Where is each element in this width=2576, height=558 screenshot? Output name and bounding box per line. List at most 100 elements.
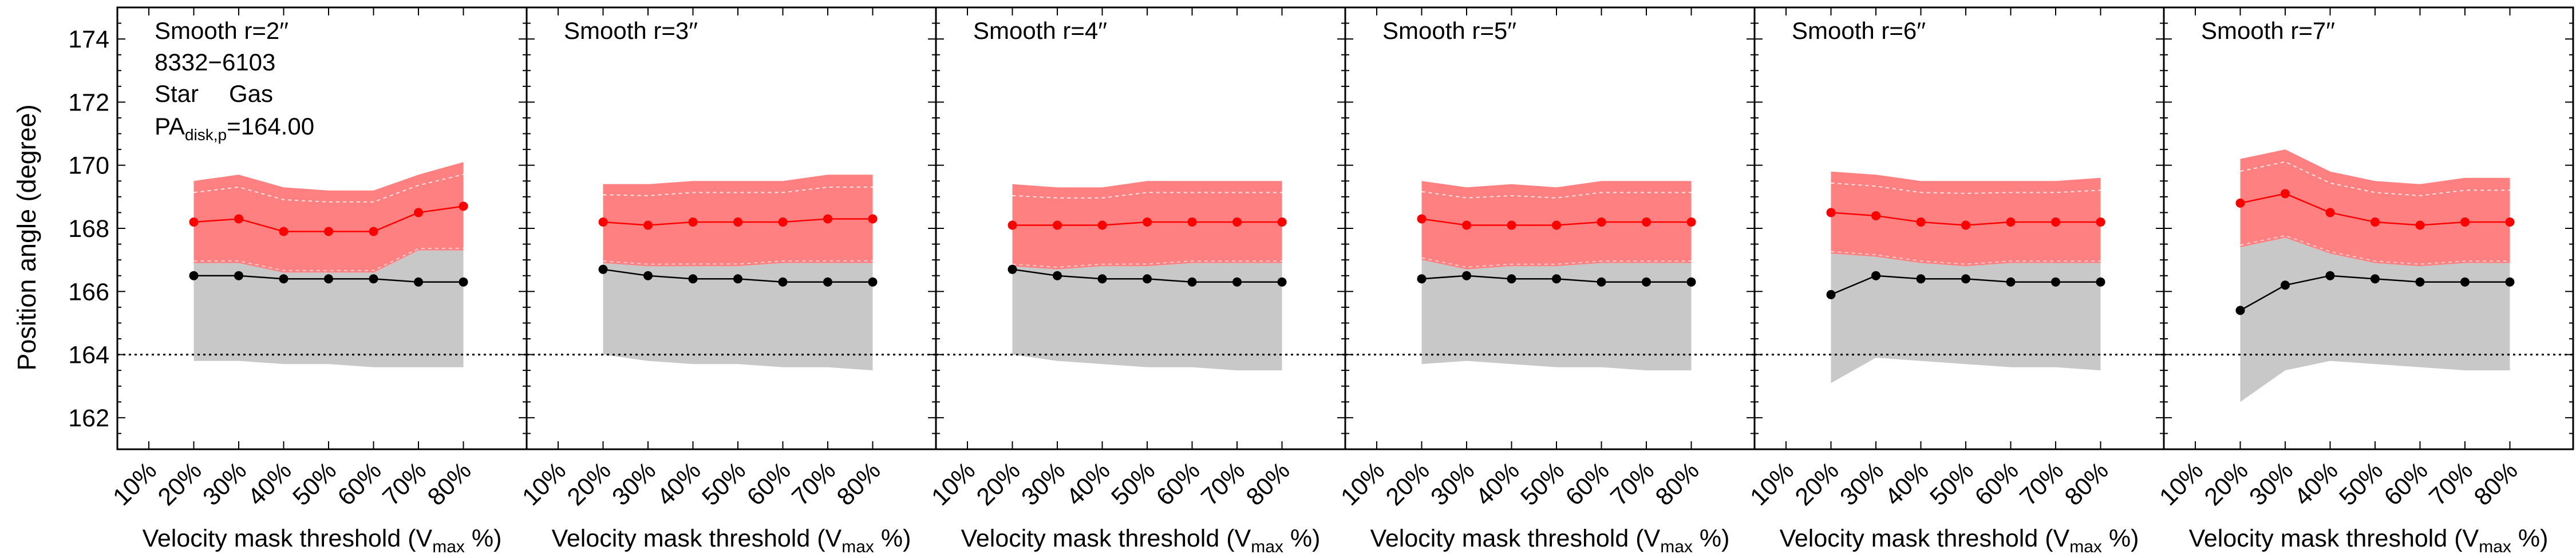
- x-tick-label: 70%: [2014, 457, 2069, 511]
- star-point-40pct: [279, 274, 289, 284]
- gas-point-40pct: [279, 227, 289, 236]
- x-axis-label: Velocity mask threshold (Vmax %): [1780, 525, 2139, 556]
- x-tick-label: 20%: [971, 457, 1026, 511]
- star-point-40pct: [688, 274, 698, 284]
- gas-point-50pct: [324, 227, 333, 236]
- star-point-30pct: [1462, 271, 1471, 280]
- gas-band-lower-guide: [2240, 235, 2510, 265]
- gas-point-40pct: [1507, 220, 1516, 230]
- y-tick-label: 170: [68, 152, 109, 180]
- star-point-30pct: [1053, 271, 1062, 280]
- star-point-80pct: [1686, 277, 1696, 287]
- x-tick-label: 80%: [422, 457, 477, 511]
- panel-title: Smooth r=4′′: [973, 17, 1107, 44]
- star-point-20pct: [1826, 290, 1836, 299]
- panel-6: 10%20%30%40%50%60%70%80% Smooth r=7′′ Velo…: [2154, 6, 2574, 556]
- star-point-50pct: [733, 274, 742, 284]
- x-tick-label: 40%: [1880, 457, 1934, 511]
- gas-point-60pct: [369, 227, 378, 236]
- x-tick-label: 50%: [1515, 457, 1570, 511]
- y-tick-label: 164: [68, 342, 109, 369]
- x-tick-label: 60%: [742, 457, 796, 511]
- x-tick-label: 20%: [2199, 457, 2254, 511]
- x-axis-label: Velocity mask threshold (Vmax %): [143, 525, 502, 556]
- gas-point-50pct: [1552, 220, 1561, 230]
- x-tick-label: 70%: [2424, 457, 2478, 511]
- y-tick-label: 166: [68, 278, 109, 306]
- star-point-60pct: [2006, 277, 2016, 287]
- star-band: [1831, 254, 2101, 383]
- star-point-30pct: [643, 271, 653, 280]
- star-point-20pct: [598, 264, 608, 274]
- star-point-30pct: [1871, 271, 1880, 280]
- panel-title: Smooth r=7′′: [2201, 17, 2335, 44]
- gas-point-80pct: [2096, 217, 2105, 227]
- gas-point-20pct: [1008, 220, 1017, 230]
- star-point-40pct: [2325, 271, 2335, 280]
- x-tick-label: 50%: [1106, 457, 1160, 511]
- x-tick-label: 10%: [2154, 457, 2208, 511]
- star-point-80pct: [2505, 277, 2515, 287]
- star-point-60pct: [2415, 277, 2425, 287]
- gas-point-50pct: [733, 217, 742, 227]
- y-tick-label: 172: [68, 89, 109, 116]
- gas-point-30pct: [1053, 220, 1062, 230]
- x-axis-label: Velocity mask threshold (Vmax %): [961, 525, 1321, 556]
- gas-point-40pct: [2325, 208, 2335, 217]
- star-point-50pct: [1552, 274, 1561, 284]
- gas-point-80pct: [868, 214, 878, 224]
- x-tick-label: 80%: [2469, 457, 2523, 511]
- x-tick-label: 30%: [1016, 457, 1070, 511]
- x-tick-label: 20%: [1381, 457, 1435, 511]
- star-point-50pct: [324, 274, 333, 284]
- star-point-60pct: [369, 274, 378, 284]
- gas-point-20pct: [598, 217, 608, 227]
- star-point-70pct: [2051, 277, 2060, 287]
- star-point-70pct: [823, 277, 832, 287]
- x-tick-label: 80%: [1650, 457, 1705, 511]
- x-tick-label: 10%: [108, 457, 162, 511]
- gas-point-70pct: [1232, 217, 1242, 227]
- star-band: [1421, 260, 1692, 371]
- x-tick-label: 60%: [1151, 457, 1206, 511]
- x-tick-label: 60%: [1970, 457, 2024, 511]
- gas-point-60pct: [1187, 217, 1197, 227]
- panel-title: Smooth r=5′′: [1382, 17, 1516, 44]
- star-point-20pct: [1417, 274, 1427, 284]
- x-tick-label: 40%: [1061, 457, 1116, 511]
- gas-point-70pct: [823, 214, 832, 224]
- gas-point-40pct: [1097, 220, 1107, 230]
- pa-disk-label: PAdisk,p=164.00: [155, 113, 314, 144]
- x-tick-label: 80%: [1241, 457, 1295, 511]
- star-point-30pct: [2281, 280, 2290, 290]
- x-tick-label: 40%: [652, 457, 706, 511]
- gas-point-20pct: [2235, 198, 2245, 208]
- star-point-80pct: [1277, 277, 1287, 287]
- y-tick-label: 168: [68, 215, 109, 243]
- x-tick-label: 80%: [832, 457, 886, 511]
- panel-title: Smooth r=3′′: [564, 17, 698, 44]
- object-id-label: 8332−6103: [155, 49, 275, 76]
- gas-point-60pct: [1597, 217, 1606, 227]
- star-point-20pct: [1008, 264, 1017, 274]
- gas-point-80pct: [2505, 217, 2515, 227]
- x-axis-label: Velocity mask threshold (Vmax %): [2189, 525, 2549, 556]
- gas-point-30pct: [2281, 189, 2290, 199]
- x-tick-label: 80%: [2060, 457, 2114, 511]
- gas-point-80pct: [1686, 217, 1696, 227]
- legend-gas: Gas: [229, 80, 273, 107]
- x-tick-label: 30%: [1425, 457, 1480, 511]
- gas-point-70pct: [2460, 217, 2470, 227]
- gas-band: [2240, 149, 2510, 267]
- gas-point-30pct: [1462, 220, 1471, 230]
- gas-point-50pct: [1143, 217, 1152, 227]
- legend-star: Star: [155, 80, 199, 107]
- x-tick-label: 70%: [377, 457, 432, 511]
- x-tick-label: 10%: [1336, 457, 1390, 511]
- x-tick-label: 40%: [243, 457, 297, 511]
- star-point-70pct: [1232, 277, 1242, 287]
- gas-point-50pct: [2370, 217, 2380, 227]
- gas-point-80pct: [1277, 217, 1287, 227]
- star-point-60pct: [1597, 277, 1606, 287]
- x-tick-label: 10%: [517, 457, 571, 511]
